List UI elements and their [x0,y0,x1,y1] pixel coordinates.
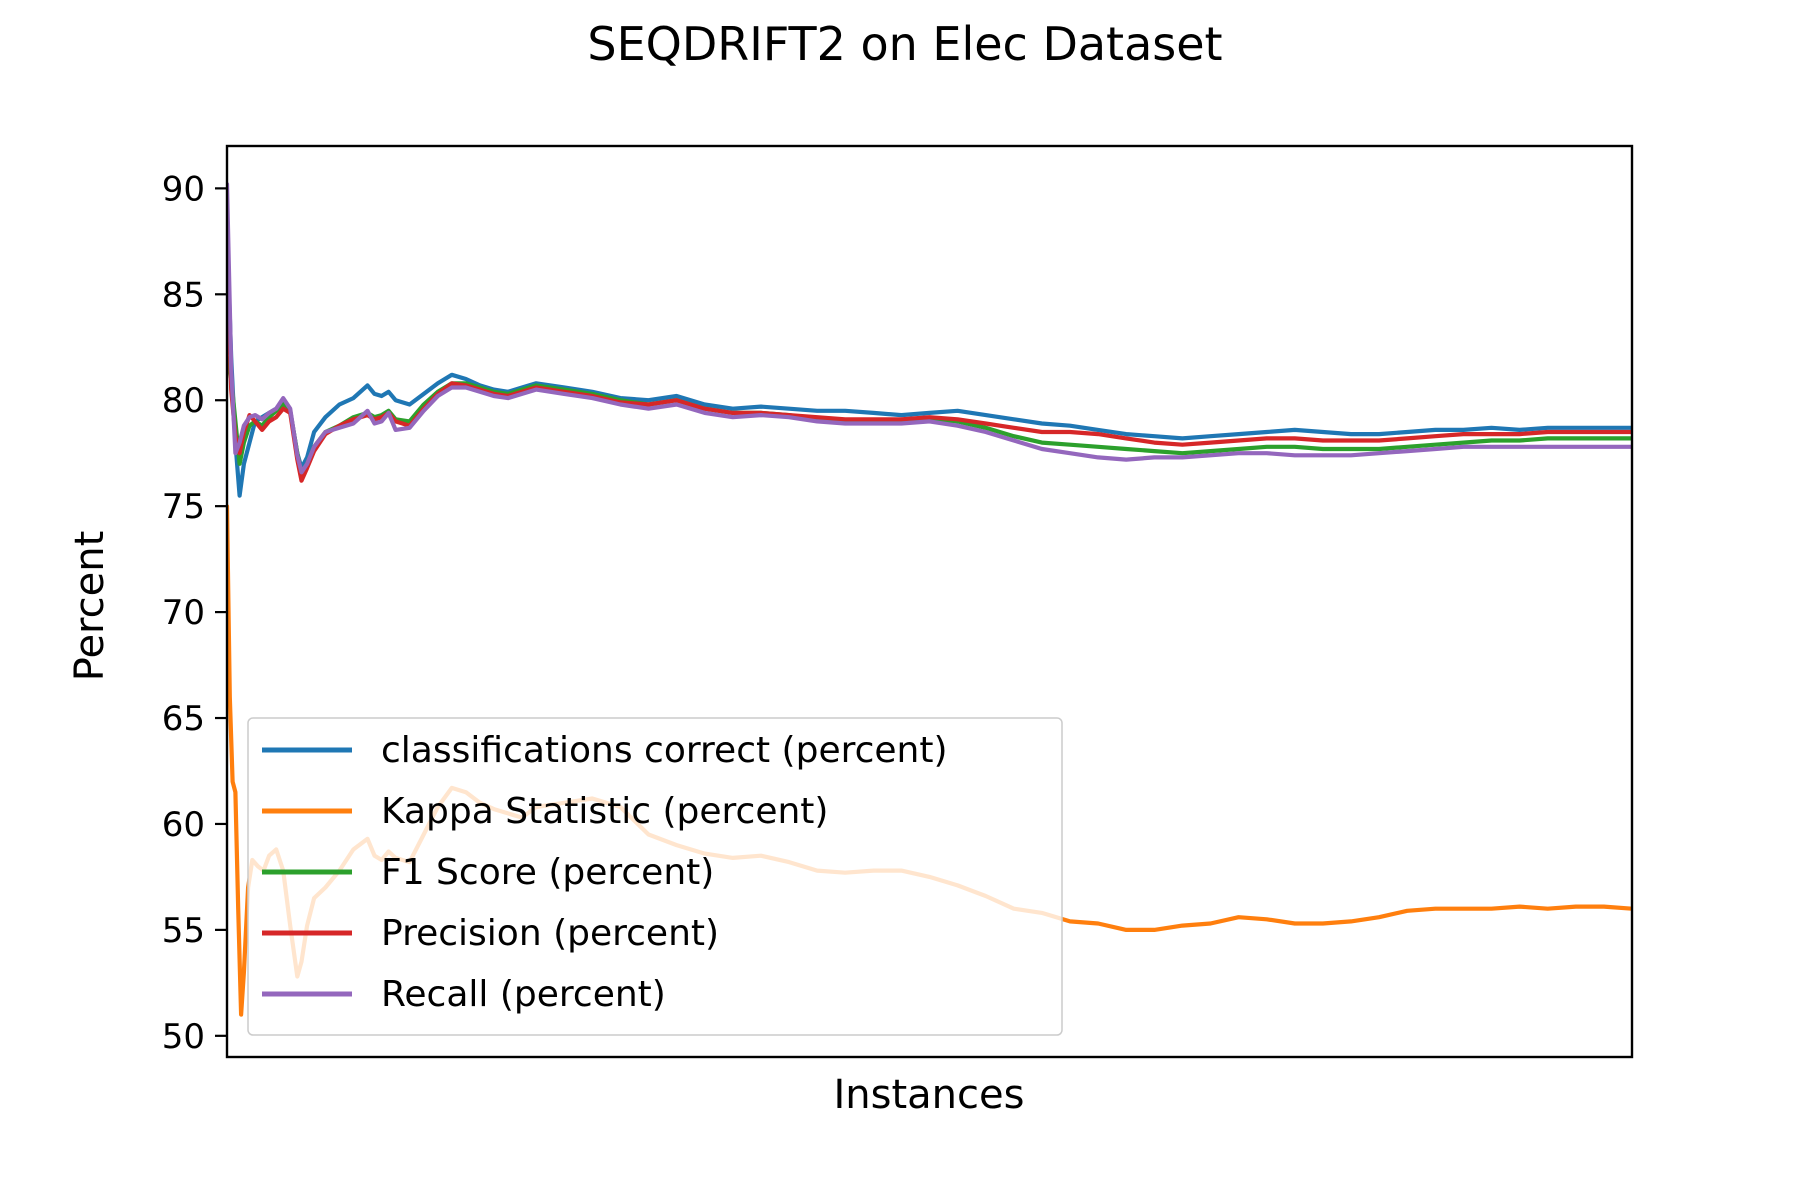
legend-frame [247,717,1063,1036]
legend-label-1: Kappa Statistic (percent) [381,791,828,832]
y-tick-label-50: 50 [162,1017,205,1057]
y-tick-label-60: 60 [162,805,205,845]
y-tick-label-65: 65 [162,699,205,739]
y-tick-label-85: 85 [162,275,205,315]
series-line-4 [227,182,1632,475]
y-axis: 50 55 60 65 70 75 80 85 90 [162,169,227,1057]
y-tick-label-90: 90 [162,169,205,209]
y-tick-label-70: 70 [162,593,205,633]
x-axis-title: Instances [834,1072,1025,1118]
plot-frame [225,144,1634,1059]
y-axis-title: Percent [67,531,113,682]
legend-label-3: Precision (percent) [381,913,719,954]
chart-title: SEQDRIFT2 on Elec Dataset [587,17,1222,71]
legend-label-0: classifications correct (percent) [381,730,948,771]
legend: classifications correct (percent) Kappa S… [247,717,1063,1036]
y-tick-label-55: 55 [162,911,205,951]
y-tick-label-80: 80 [162,381,205,421]
legend-label-4: Recall (percent) [381,974,666,1015]
y-tick-label-75: 75 [162,487,205,527]
legend-label-2: F1 Score (percent) [381,852,714,893]
